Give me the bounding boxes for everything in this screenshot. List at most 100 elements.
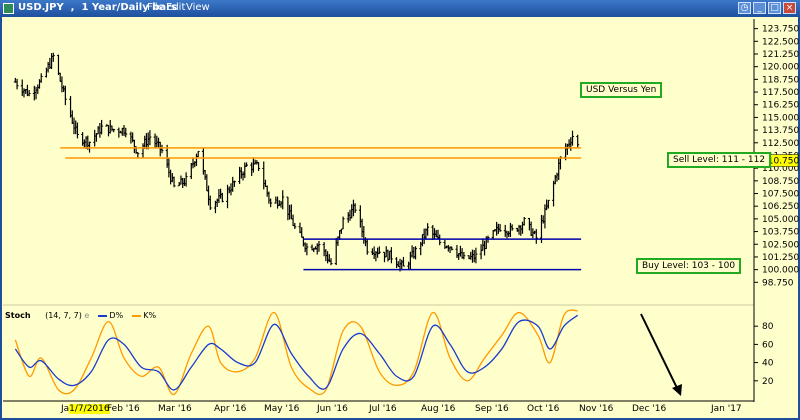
ohlc-bar xyxy=(82,139,86,149)
ohlc-bar xyxy=(157,137,161,149)
menu-file[interactable]: File xyxy=(147,2,164,13)
ohlc-bar xyxy=(184,172,188,187)
ohlc-bar xyxy=(265,185,269,197)
ohlc-bar xyxy=(322,242,326,257)
ohlc-bar xyxy=(167,157,171,178)
ohlc-bar xyxy=(508,222,512,238)
menu-edit[interactable]: Edit xyxy=(166,2,186,13)
ohlc-bar xyxy=(148,130,152,146)
ohlc-bar xyxy=(469,251,473,260)
ohlc-bar xyxy=(231,176,235,192)
stoch-label: Stoch xyxy=(5,311,31,320)
menu-view[interactable]: View xyxy=(186,2,210,13)
buy-level-annotation: Buy Level: 103 - 100 xyxy=(636,258,742,274)
ohlc-bar xyxy=(243,162,247,178)
ohlc-bar xyxy=(436,229,440,239)
price-tick-label: 118.750 xyxy=(762,75,799,85)
ohlc-bar xyxy=(279,200,283,208)
price-tick-label: 117.500 xyxy=(762,88,799,98)
window-titlebar: USD.JPY , 1 Year/Daily bars File Edit Vi… xyxy=(0,0,800,17)
ohlc-bar xyxy=(143,135,147,149)
ohlc-bar xyxy=(400,259,404,271)
ohlc-bar xyxy=(553,175,557,185)
ohlc-bar xyxy=(289,204,293,220)
d-legend-label: D% xyxy=(109,311,124,320)
price-tick-label: 123.750 xyxy=(762,25,799,35)
ohlc-bar xyxy=(182,178,186,186)
ohlc-bar xyxy=(557,157,561,180)
ohlc-bar xyxy=(60,76,64,93)
ohlc-bar xyxy=(144,133,148,150)
ohlc-bar xyxy=(315,243,319,255)
ohlc-bar xyxy=(72,117,76,135)
ohlc-bar xyxy=(571,130,575,146)
stoch-panel: 20 40 60 80 xyxy=(14,309,774,396)
ohlc-bar xyxy=(207,185,211,206)
close-icon[interactable]: × xyxy=(783,2,796,14)
ohlc-bar xyxy=(414,246,418,260)
ohlc-bar xyxy=(262,161,266,190)
x-label-jun: Jun '16 xyxy=(317,404,348,414)
x-label-apr: Apr '16 xyxy=(214,404,247,414)
ohlc-bar xyxy=(58,72,62,82)
maximize-icon[interactable]: □ xyxy=(768,2,781,14)
ohlc-bar xyxy=(155,135,159,148)
ohlc-bar xyxy=(179,175,183,185)
ohlc-bar xyxy=(107,124,110,137)
chart-title-annotation: USD Versus Yen xyxy=(580,82,663,98)
ohlc-bar xyxy=(160,144,164,154)
ohlc-bar xyxy=(100,119,104,135)
ohlc-bar xyxy=(350,204,354,219)
price-tick-label: 113.750 xyxy=(762,126,799,136)
ohlc-bar xyxy=(124,127,128,138)
ohlc-bar xyxy=(377,246,381,254)
ohlc-bar xyxy=(389,247,393,264)
x-label-oct: Oct '16 xyxy=(527,404,560,414)
ohlc-bar xyxy=(505,230,509,239)
pin-icon[interactable]: ◷ xyxy=(738,2,751,14)
ohlc-bar xyxy=(569,137,573,151)
ohlc-bar xyxy=(384,246,388,258)
ohlc-bar xyxy=(108,119,112,134)
ohlc-bar xyxy=(353,203,357,213)
ohlc-bar xyxy=(251,157,255,173)
price-tick-label: 101.250 xyxy=(762,253,799,263)
ohlc-bar xyxy=(522,216,526,226)
ohlc-bar xyxy=(507,231,511,237)
x-label-mar: Mar '16 xyxy=(158,404,192,414)
stoch-axis: 20 40 60 80 xyxy=(754,322,774,387)
ohlc-bar xyxy=(365,238,369,255)
ohlc-bar xyxy=(346,212,350,223)
ohlc-bar xyxy=(422,228,426,245)
price-tick-label: 102.500 xyxy=(762,240,799,250)
ohlc-bar xyxy=(245,162,248,167)
ohlc-bar xyxy=(474,247,478,264)
ohlc-bar xyxy=(220,192,224,203)
trend-arrow-shaft xyxy=(640,313,678,389)
ohlc-bar xyxy=(534,229,538,244)
ohlc-bar xyxy=(420,233,424,247)
x-label-nov: Nov '16 xyxy=(579,404,614,414)
last-price-label: 110.750 xyxy=(762,157,799,167)
ohlc-bar xyxy=(141,143,145,158)
stoch-tick-label: 40 xyxy=(762,359,774,369)
price-tick-label: 103.750 xyxy=(762,228,799,238)
ohlc-bar xyxy=(194,153,198,166)
ohlc-bar xyxy=(529,221,533,236)
k-legend-label: K% xyxy=(143,311,157,320)
ohlc-bar xyxy=(241,171,245,181)
ohlc-bar xyxy=(276,196,280,209)
ohlc-bar xyxy=(136,152,140,158)
ohlc-bar xyxy=(146,132,150,150)
price-tick-label: 105.000 xyxy=(762,215,799,225)
minimize-icon[interactable]: _ xyxy=(753,2,766,14)
stoch-tick-label: 60 xyxy=(762,340,774,350)
ohlc-bar xyxy=(196,150,200,158)
ohlc-bar xyxy=(25,84,29,97)
ohlc-bar xyxy=(303,242,307,253)
ohlc-bar xyxy=(239,167,243,179)
price-axis: 98.750 100.000 101.250 102.500 103.750 105.00… xyxy=(754,25,799,288)
ohlc-bar xyxy=(503,224,507,237)
trend-arrow xyxy=(640,313,682,396)
